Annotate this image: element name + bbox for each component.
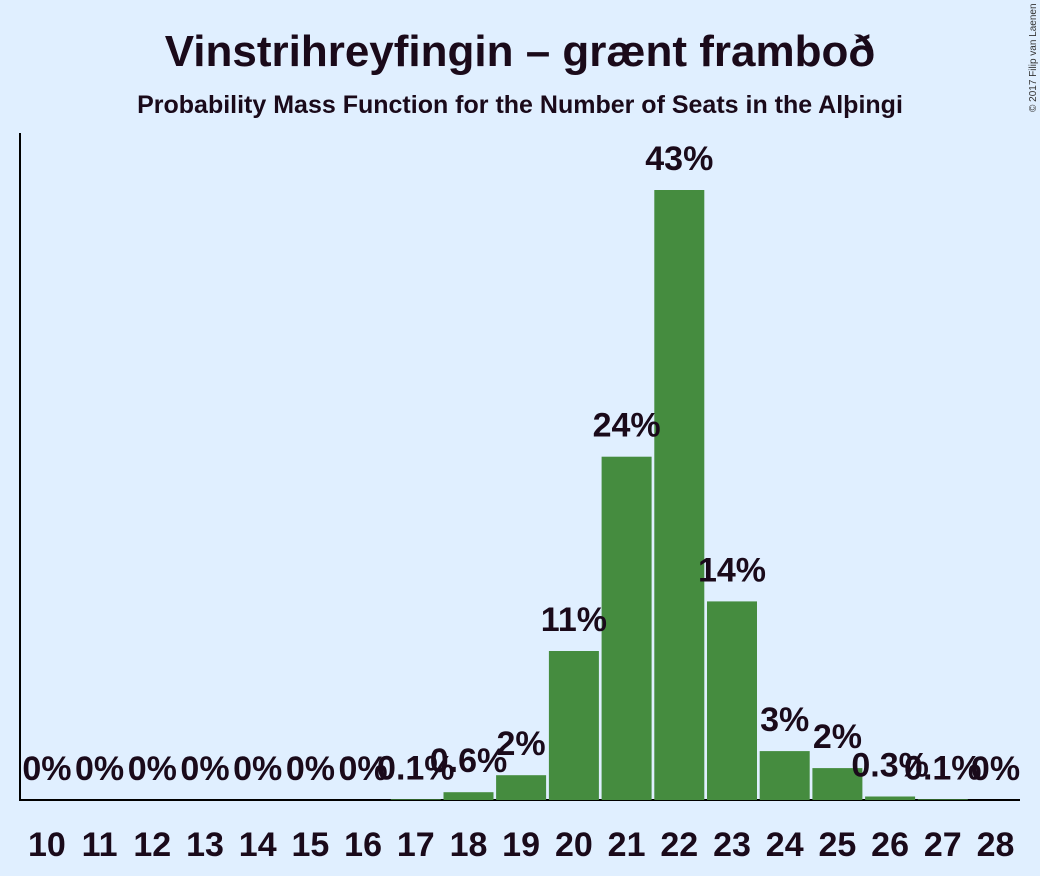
bar-value-label-17: 0.1% (377, 749, 455, 787)
bar-value-label-28: 0% (971, 750, 1020, 788)
chart-subtitle: Probability Mass Function for the Number… (137, 91, 903, 119)
bars-group (390, 190, 968, 800)
bar-value-label-21: 24% (593, 407, 661, 445)
x-tick-label-13: 13 (186, 826, 224, 864)
bar-23 (707, 601, 757, 800)
bar-value-label-24: 3% (760, 701, 809, 739)
bar-26 (865, 796, 916, 800)
x-tick-label-21: 21 (608, 826, 646, 864)
bar-22 (654, 190, 705, 800)
bar-21 (601, 456, 652, 800)
bar-value-label-10: 0% (22, 750, 71, 788)
bar-value-label-16: 0% (339, 750, 388, 788)
x-tick-label-25: 25 (818, 826, 856, 864)
bar-value-label-25: 2% (813, 718, 862, 756)
bar-25 (812, 768, 863, 800)
x-tick-labels-group: 10 11 12 13 14 15 16 17 18 19 20 21 22 23 24 25 26 27 28 (28, 826, 1014, 864)
bar-value-label-13: 0% (180, 750, 229, 788)
x-tick-label-26: 26 (871, 826, 909, 864)
bar-18 (443, 792, 494, 800)
x-tick-label-18: 18 (450, 826, 488, 864)
bar-19 (496, 775, 547, 800)
bar-value-label-26: 0.3% (851, 747, 929, 785)
chart-title: Vinstrihreyfingin – grænt framboð (165, 27, 876, 76)
x-tick-label-16: 16 (344, 826, 382, 864)
copyright-credit: © 2017 Filip van Laenen (1028, 3, 1039, 112)
x-tick-label-10: 10 (28, 826, 66, 864)
bar-20 (548, 651, 599, 800)
bar-value-label-18: 0.6% (430, 742, 508, 780)
x-tick-label-23: 23 (713, 826, 751, 864)
x-tick-label-15: 15 (291, 826, 329, 864)
bar-value-label-20: 11% (541, 601, 607, 639)
x-tick-label-28: 28 (977, 826, 1015, 864)
x-tick-label-20: 20 (555, 826, 593, 864)
bar-17 (390, 799, 441, 800)
x-tick-label-24: 24 (766, 826, 804, 864)
bar-value-label-11: 0% (75, 750, 124, 788)
x-tick-label-22: 22 (660, 826, 698, 864)
bar-value-label-19: 2% (497, 725, 546, 763)
bar-value-label-12: 0% (128, 750, 177, 788)
x-tick-label-12: 12 (133, 826, 171, 864)
bar-value-label-22: 43% (645, 140, 713, 178)
x-tick-label-17: 17 (397, 826, 435, 864)
bar-labels-group: 0% 0% 0% 0% 0% 0% 0%0.1%0.6%2%11%24%43%14%3% 2%… (22, 140, 1020, 788)
x-tick-label-14: 14 (239, 826, 277, 864)
bar-24 (759, 751, 810, 800)
bar-27 (917, 799, 968, 800)
bar-value-label-23: 14% (698, 551, 766, 589)
x-tick-label-19: 19 (502, 826, 540, 864)
bar-value-label-15: 0% (286, 750, 335, 788)
x-tick-label-27: 27 (924, 826, 962, 864)
x-tick-label-11: 11 (82, 826, 118, 864)
bar-value-label-14: 0% (233, 750, 282, 788)
bar-value-label-27: 0.1% (904, 749, 982, 787)
